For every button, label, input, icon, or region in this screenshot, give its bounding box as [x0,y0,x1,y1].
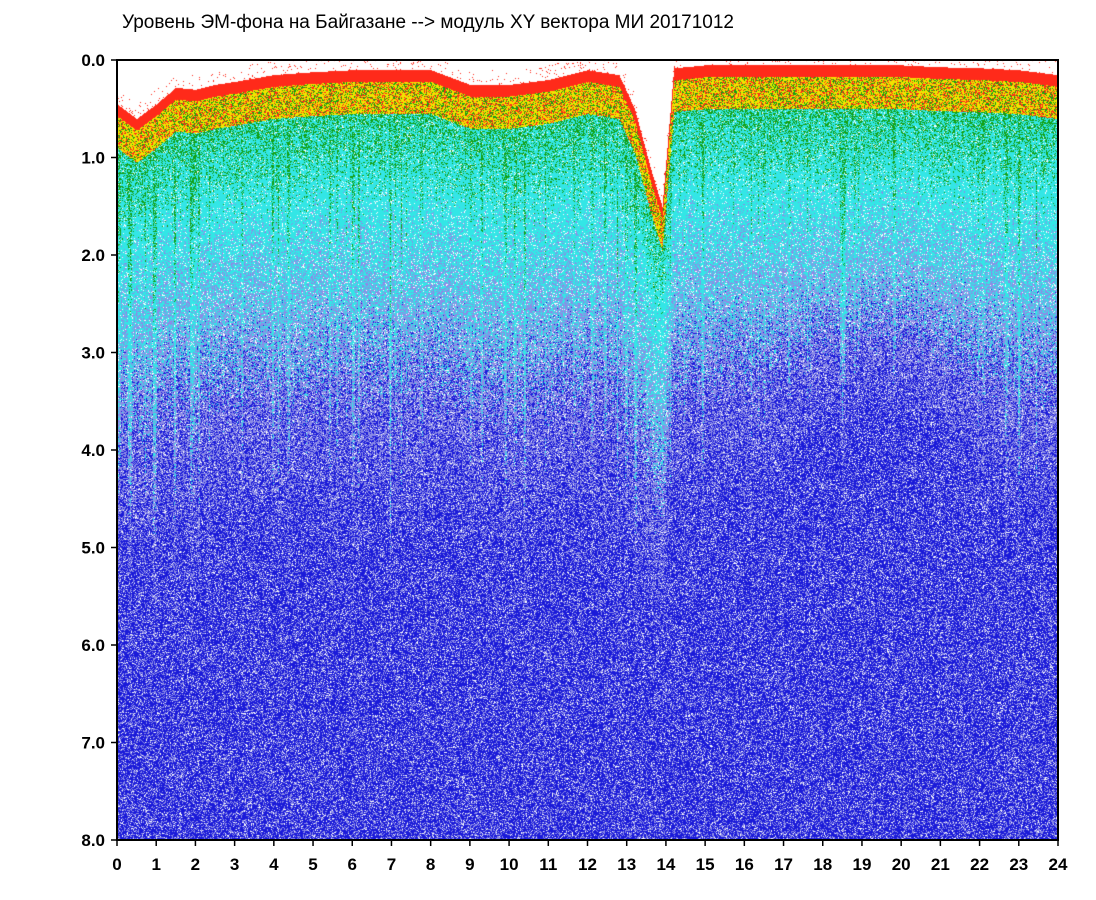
y-tick-label: 8.0 [81,831,105,850]
x-tick-label: 2 [191,855,200,874]
x-tick-label: 15 [696,855,715,874]
x-tick-label: 16 [735,855,754,874]
x-tick-label: 4 [269,855,279,874]
x-tick-label: 19 [852,855,871,874]
x-tick-label: 8 [426,855,435,874]
x-tick-label: 13 [617,855,636,874]
axes: 0 1 2 3 4 5 6 7 8 9 10 11 12 13 14 15 16 17 18 19 20 21 22 23 24… [81,51,1068,874]
y-tick-label: 7.0 [81,734,105,753]
y-tick-label: 6.0 [81,636,105,655]
x-tick-label: 21 [931,855,950,874]
x-tick-label: 18 [813,855,832,874]
x-tick-label: 3 [230,855,239,874]
y-tick-label: 5.0 [81,539,105,558]
plot-area [117,60,1058,840]
y-tick-label: 1.0 [81,149,105,168]
x-tick-label: 22 [970,855,989,874]
x-tick-label: 6 [348,855,357,874]
x-tick-label: 1 [151,855,160,874]
x-tick-label: 14 [656,855,675,874]
x-tick-label: 23 [1009,855,1028,874]
x-tick-label: 5 [308,855,317,874]
x-tick-label: 7 [387,855,396,874]
chart-title: Уровень ЭМ-фона на Байгазане --> модуль … [122,12,734,33]
x-tick-label: 17 [774,855,793,874]
x-tick-label: 24 [1049,855,1068,874]
x-tick-label: 10 [500,855,519,874]
heatmap-raster [117,60,1058,840]
x-tick-label: 9 [465,855,474,874]
y-tick-label: 4.0 [81,441,105,460]
x-tick-label: 12 [578,855,597,874]
x-tick-label: 20 [892,855,911,874]
x-tick-label: 11 [539,855,557,874]
y-tick-label: 2.0 [81,246,105,265]
y-tick-label: 0.0 [81,51,105,70]
x-tick-label: 0 [112,855,121,874]
y-tick-label: 3.0 [81,344,105,363]
